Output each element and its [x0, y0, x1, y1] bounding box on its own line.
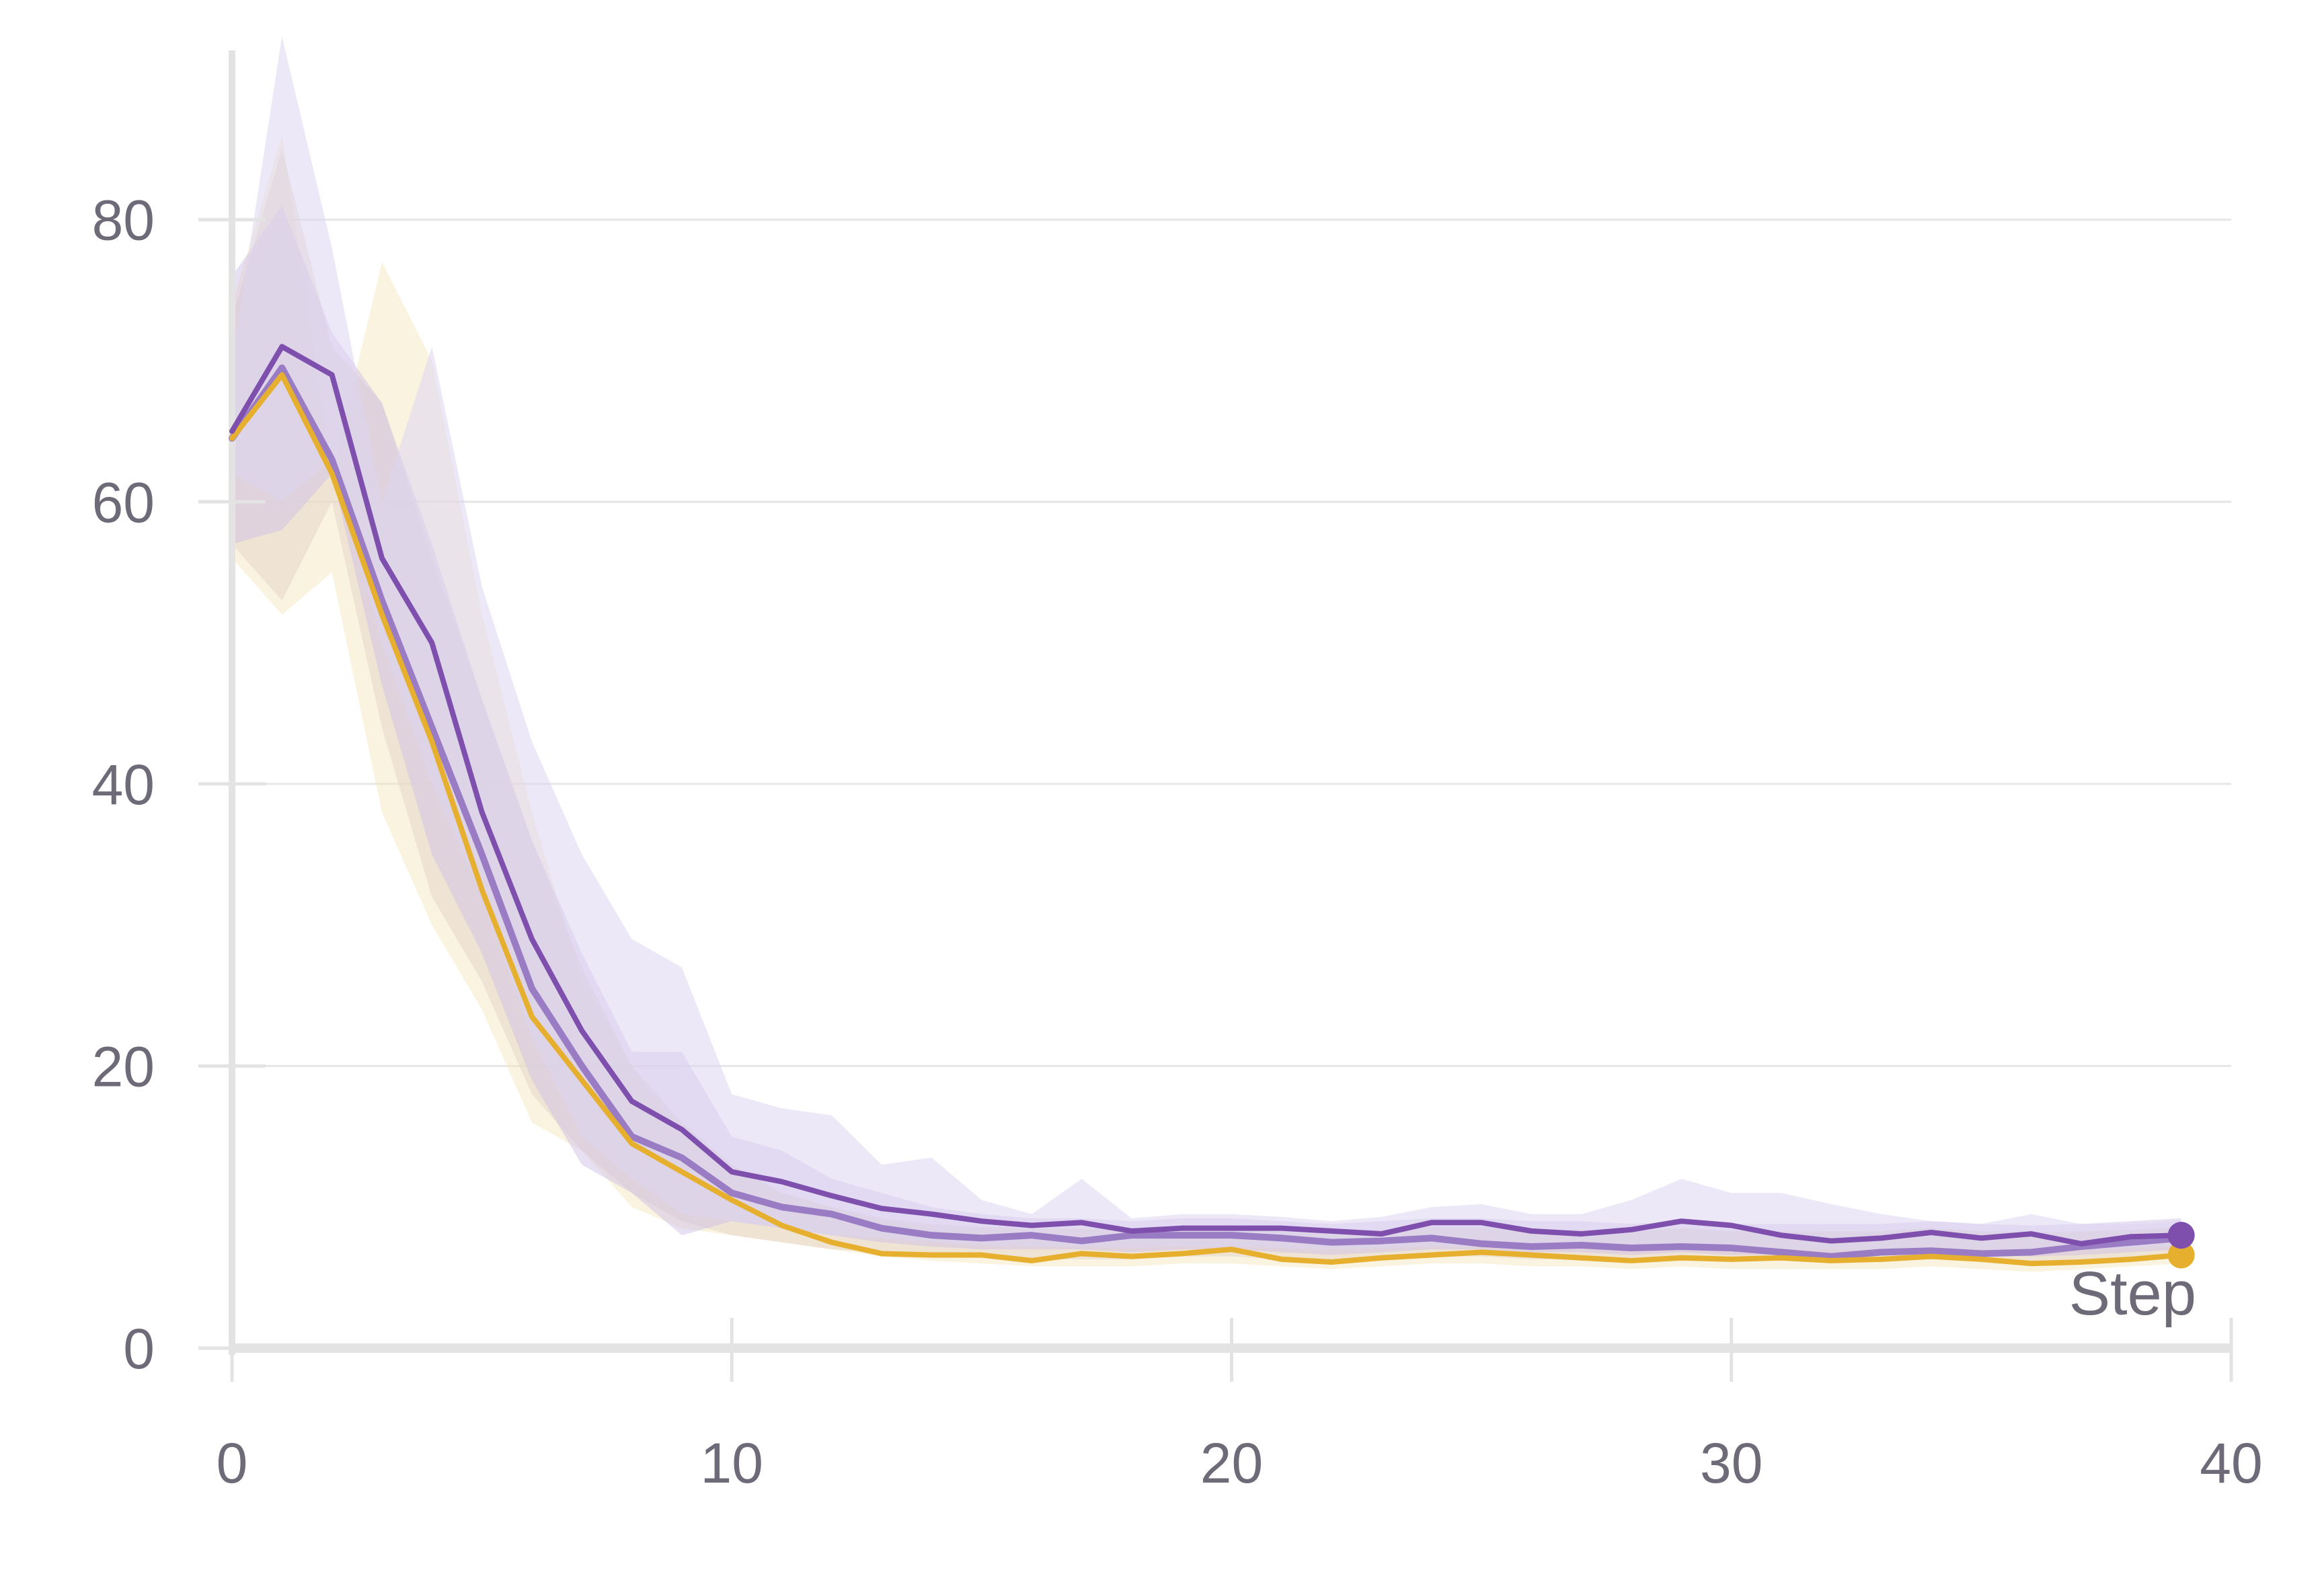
x-tick-label-10: 10 [701, 1431, 763, 1495]
series-lines [229, 344, 2195, 1269]
band-series-0 [232, 134, 2181, 1272]
y-tick-label-60: 60 [92, 471, 155, 534]
line-series-6 [229, 344, 2184, 1247]
line-series-4 [229, 364, 2185, 1260]
x-axis-title: Step [2069, 1259, 2196, 1328]
x-tick-label-30: 30 [1700, 1431, 1763, 1495]
x-tick-label-40: 40 [2200, 1431, 2262, 1495]
x-tick-label-20: 20 [1200, 1431, 1263, 1495]
y-tick-label-20: 20 [92, 1035, 155, 1098]
gridlines [232, 219, 2231, 1067]
axes [198, 50, 2233, 1382]
line-series-5 [229, 372, 2184, 1267]
y-tick-label-80: 80 [92, 189, 155, 252]
endpoint-series-6 [2167, 1222, 2195, 1249]
y-tick-label-0: 0 [123, 1317, 155, 1380]
tick-labels: 0 20 40 60 80 0 10 20 30 40 [92, 189, 2263, 1495]
confidence-bands [232, 36, 2181, 1272]
y-tick-label-40: 40 [92, 753, 155, 816]
x-tick-label-0: 0 [217, 1431, 248, 1495]
endpoint-series-5 [2167, 1241, 2195, 1269]
